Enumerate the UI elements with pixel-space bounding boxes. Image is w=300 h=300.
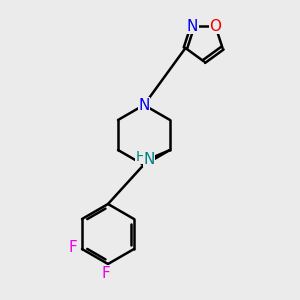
Text: N: N <box>138 98 150 112</box>
Text: O: O <box>209 19 221 34</box>
Text: N: N <box>143 152 155 166</box>
Text: N: N <box>187 19 198 34</box>
Text: H: H <box>135 150 146 164</box>
Text: F: F <box>101 266 110 281</box>
Text: F: F <box>68 240 77 255</box>
